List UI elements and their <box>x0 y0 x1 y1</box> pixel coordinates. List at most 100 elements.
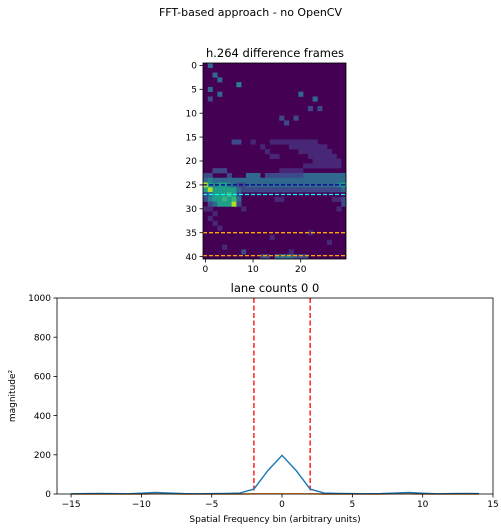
y-tick-label: 0 <box>191 62 197 72</box>
heatmap-cell <box>274 196 280 202</box>
heatmap-cell <box>250 172 256 179</box>
heatmap-cell <box>284 182 290 188</box>
heatmap-cell <box>236 82 242 88</box>
x-tick-label: 10 <box>417 500 429 510</box>
x-tick-label: 0 <box>279 500 285 510</box>
heatmap-cell <box>222 196 228 202</box>
heatmap-cell <box>236 182 242 188</box>
heatmap-cell <box>322 153 328 159</box>
heatmap-cell <box>317 177 323 183</box>
heatmap-cell <box>293 172 299 179</box>
heatmap-cell <box>336 177 342 183</box>
heatmap-cell <box>284 172 290 179</box>
heatmap-cell <box>222 168 228 174</box>
heatmap-cell <box>250 187 256 193</box>
heatmap-cell <box>307 172 313 179</box>
heatmap-cell <box>236 187 242 193</box>
heatmap-cell <box>279 172 285 179</box>
heatmap-cell <box>298 149 304 155</box>
heatmap-cell <box>317 153 323 159</box>
heatmap-cell <box>207 63 213 69</box>
heatmap-cell <box>307 187 313 193</box>
heatmap-cell <box>236 139 242 145</box>
heatmap-cell <box>322 144 328 150</box>
heatmap-cell <box>298 187 304 193</box>
heatmap-cell <box>322 177 328 183</box>
heatmap-cell <box>245 172 251 179</box>
heatmap-cell <box>326 149 332 155</box>
heatmap-cell <box>341 196 347 202</box>
heatmap-cell <box>217 177 223 183</box>
heatmap-cell <box>203 172 209 179</box>
heatmap-cells <box>203 63 347 260</box>
y-tick-label: 35 <box>186 229 197 239</box>
heatmap-cell <box>212 196 218 202</box>
heatmap-cell <box>217 168 223 174</box>
heatmap-cell <box>241 206 247 212</box>
heatmap-cell <box>312 182 318 188</box>
heatmap-cell <box>231 201 237 207</box>
heatmap-cell <box>303 172 309 179</box>
y-tick-label: 600 <box>34 373 51 383</box>
heatmap-cell <box>336 187 342 193</box>
heatmap-cell <box>322 158 328 164</box>
heatmap-cell <box>203 187 209 193</box>
heatmap-cell <box>231 196 237 202</box>
heatmap-cell <box>312 177 318 183</box>
heatmap-cell <box>264 177 271 183</box>
heatmap-cell <box>203 196 209 202</box>
heatmap-cell <box>260 187 266 193</box>
heatmap-cell <box>212 211 218 217</box>
heatmap-cell <box>288 177 294 183</box>
heatmap-cell <box>341 187 347 193</box>
y-tick-label: 30 <box>186 205 198 215</box>
heatmap-cell <box>241 177 247 183</box>
heatmap-cell <box>231 187 237 193</box>
heatmap-cell <box>293 144 299 150</box>
heatmap-cell <box>231 139 237 145</box>
line-chart-x-axis: −15 −10 −5 0 5 10 15 <box>62 494 499 510</box>
x-axis-label: Spatial Frequency bin (arbitrary units) <box>189 515 360 525</box>
heatmap-cell <box>284 120 290 126</box>
heatmap-cell <box>255 172 261 179</box>
heatmap-cell <box>326 177 332 183</box>
line-chart-series <box>71 454 479 495</box>
heatmap-cell <box>236 196 242 202</box>
heatmap-cell <box>284 177 290 183</box>
heatmap-cell <box>331 177 337 183</box>
heatmap-cell <box>341 172 347 179</box>
heatmap-cell <box>236 177 242 183</box>
heatmap-cell <box>298 254 304 260</box>
heatmap-cell <box>317 187 323 193</box>
heatmap-cell <box>303 254 309 260</box>
heatmap-cell <box>212 220 218 226</box>
heatmap-cell <box>303 149 309 155</box>
heatmap-cell <box>312 163 318 169</box>
heatmap-cell <box>203 206 209 212</box>
heatmap-cell <box>212 201 218 207</box>
heatmap-cell <box>274 187 280 193</box>
heatmap-cell <box>331 187 337 193</box>
heatmap-cell <box>260 177 266 183</box>
heatmap-cell <box>231 177 237 183</box>
heatmap-cell <box>293 168 299 174</box>
heatmap-cell <box>236 201 242 207</box>
x-tick-label: −5 <box>205 500 218 510</box>
heatmap-cell <box>336 196 342 202</box>
heatmap-cell <box>279 254 285 260</box>
heatmap-cell <box>264 187 271 193</box>
x-tick-label: −10 <box>132 500 151 510</box>
heatmap-cell <box>226 187 232 193</box>
heatmap-panel: h.264 difference frames 0 10 20 0 5 10 15 20 25… <box>186 46 347 275</box>
heatmap-cell <box>303 177 309 183</box>
heatmap-cell <box>326 239 332 245</box>
line-chart-vlines <box>253 298 311 494</box>
heatmap-cell <box>212 177 218 183</box>
heatmap-cell <box>303 187 309 193</box>
heatmap-cell <box>293 187 299 193</box>
heatmap-cell <box>307 149 313 155</box>
heatmap-cell <box>336 172 342 179</box>
heatmap-cell <box>222 177 228 183</box>
heatmap-cell <box>312 149 318 155</box>
heatmap-cell <box>226 196 232 202</box>
